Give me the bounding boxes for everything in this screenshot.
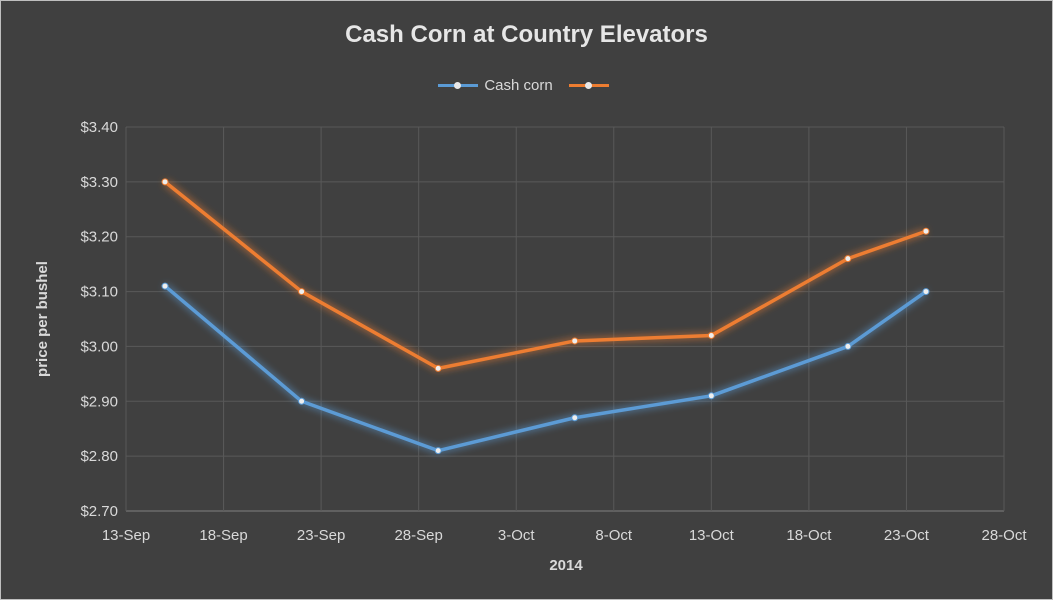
data-point xyxy=(707,392,715,400)
legend-marker-blue xyxy=(438,82,479,89)
x-tick-label: 23-Oct xyxy=(884,527,930,544)
x-tick-label: 18-Sep xyxy=(199,527,247,544)
data-point xyxy=(571,337,579,345)
y-tick-label: $3.40 xyxy=(80,119,118,136)
legend-item-cash-corn: Cash corn xyxy=(438,77,553,94)
chart-title: Cash Corn at Country Elevators xyxy=(345,21,708,48)
x-axis-label: 2014 xyxy=(549,557,583,574)
data-point xyxy=(161,178,169,186)
series-line xyxy=(163,180,927,371)
data-point xyxy=(434,364,442,372)
y-tick-label: $2.80 xyxy=(80,448,118,465)
series-1 xyxy=(161,178,930,372)
series-0 xyxy=(161,282,930,455)
x-tick-label: 8-Oct xyxy=(595,527,633,544)
x-tick-label: 3-Oct xyxy=(498,527,536,544)
x-tick-label: 28-Sep xyxy=(394,527,442,544)
legend: Cash corn xyxy=(1,77,1052,94)
x-tick-label: 13-Sep xyxy=(102,527,150,544)
data-point xyxy=(298,397,306,405)
y-tick-label: $3.20 xyxy=(80,229,118,246)
data-point xyxy=(922,227,930,235)
y-tick-label: $3.00 xyxy=(80,338,118,355)
data-point xyxy=(434,447,442,455)
x-tick-label: 18-Oct xyxy=(786,527,832,544)
legend-marker-orange xyxy=(568,82,609,89)
y-tick-label: $3.10 xyxy=(80,284,118,301)
x-tick-label: 23-Sep xyxy=(297,527,345,544)
y-tick-label: $2.70 xyxy=(80,503,118,520)
data-point xyxy=(571,414,579,422)
y-axis-label: price per bushel xyxy=(34,261,51,377)
legend-label: Cash corn xyxy=(484,77,553,94)
data-point xyxy=(844,342,852,350)
x-tick-label: 13-Oct xyxy=(689,527,735,544)
data-point xyxy=(298,288,306,296)
data-point xyxy=(922,288,930,296)
y-tick-label: $3.30 xyxy=(80,174,118,191)
data-point xyxy=(707,331,715,339)
series-line xyxy=(163,284,927,453)
data-point xyxy=(161,282,169,290)
legend-item-orange xyxy=(568,82,615,89)
x-tick-label: 28-Oct xyxy=(981,527,1027,544)
y-tick-label: $2.90 xyxy=(80,393,118,410)
data-point xyxy=(844,255,852,263)
